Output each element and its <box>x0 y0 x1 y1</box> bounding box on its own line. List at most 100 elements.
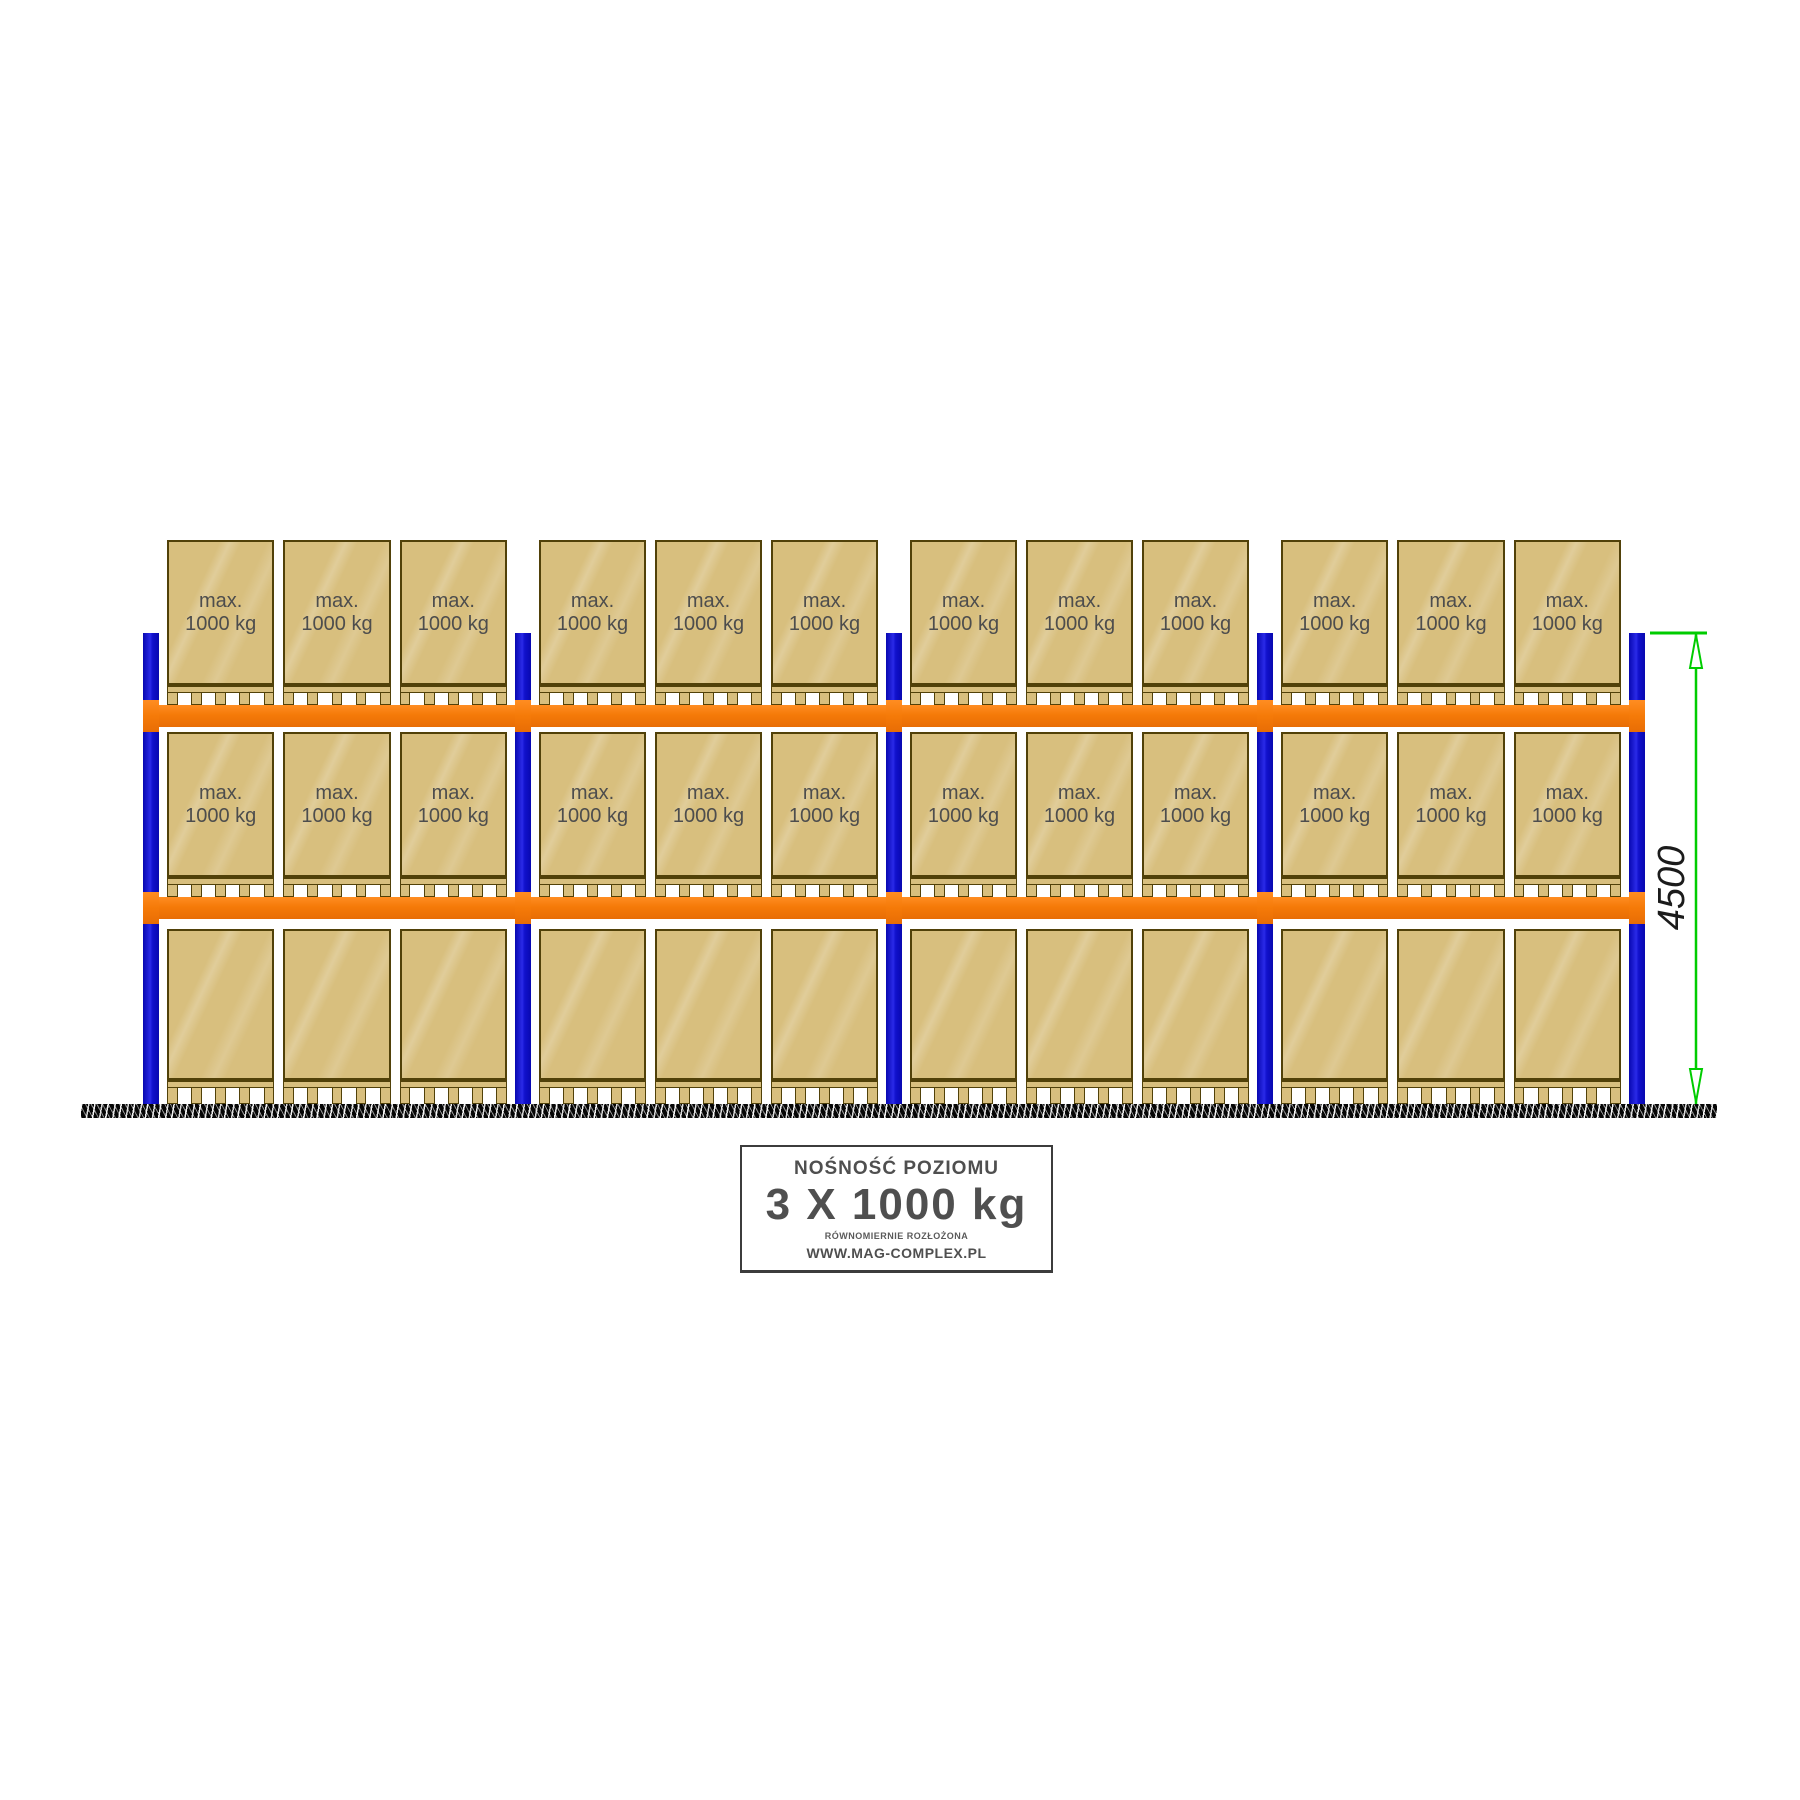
pallet-foot-block <box>472 885 483 897</box>
pallet-foot-block <box>1305 1088 1316 1104</box>
pallet-load-box: max. 1000 kg <box>1281 540 1389 685</box>
pallet-foot-block <box>1050 693 1061 705</box>
pallet-deck <box>1026 1080 1133 1088</box>
pallet-feet <box>655 693 762 705</box>
pallet-foot-block <box>496 693 507 705</box>
pallet-foot-block <box>399 1088 411 1104</box>
pallet-foot-block <box>1142 885 1153 897</box>
dimension-arrow-down <box>1688 1068 1704 1103</box>
pallet-foot-block <box>1214 1088 1225 1104</box>
pallet-foot-block <box>283 885 295 897</box>
pallet-feet <box>1397 885 1505 897</box>
load-label-line2: 1000 kg <box>417 804 489 827</box>
pallet-unit: max. 1000 kg <box>1397 540 1505 705</box>
load-label-line2: 1000 kg <box>1299 612 1371 635</box>
pallet-foot-block <box>1561 1088 1573 1104</box>
pallet-unit: max. 1000 kg <box>1142 540 1249 705</box>
pallet-foot-block <box>447 885 459 897</box>
pallet-load-box: max. 1000 kg <box>1142 732 1249 877</box>
pallet-foot-block <box>1493 693 1505 705</box>
pallet-feet <box>1513 885 1621 897</box>
pallet-load-box: max. 1000 kg <box>167 732 275 877</box>
load-label-line1: max. <box>315 781 359 804</box>
pallet-unit <box>1142 929 1249 1104</box>
pallet-foot-block <box>1513 693 1525 705</box>
pallet-foot-block <box>191 693 202 705</box>
load-label-line1: max. <box>1545 589 1589 612</box>
pallet-feet <box>539 693 646 705</box>
upright-frame-2 <box>515 633 531 1104</box>
pallet-foot-block <box>843 1088 854 1104</box>
pallet-load-box: max. 1000 kg <box>1142 540 1249 685</box>
pallet-deck <box>399 1080 507 1088</box>
pallet-feet <box>1142 693 1249 705</box>
pallet-load-box <box>655 929 762 1080</box>
pallet-load-box <box>1281 929 1389 1080</box>
pallet-unit: max. 1000 kg <box>1281 732 1389 897</box>
pallet-foot-block <box>283 1088 295 1104</box>
bay-3-middle-level: max. 1000 kg max. 1000 kg max. 1000 kg <box>902 732 1257 897</box>
pallet-load-box: max. 1000 kg <box>655 732 762 877</box>
pallet-foot-block <box>496 1088 507 1104</box>
load-label-line1: max. <box>570 781 615 804</box>
pallet-unit: max. 1000 kg <box>399 540 507 705</box>
pallet-foot-block <box>1397 885 1409 897</box>
load-label-line2: 1000 kg <box>1299 804 1371 827</box>
pallet-foot-block <box>1561 693 1573 705</box>
pallet-deck <box>1281 877 1389 885</box>
pallet-feet <box>655 1088 762 1104</box>
pallet-foot-block <box>1493 1088 1505 1104</box>
pallet-foot-block <box>1421 693 1433 705</box>
pallet-foot-block <box>1238 885 1249 897</box>
pallet-feet <box>1026 693 1133 705</box>
pallet-load-box: max. 1000 kg <box>539 540 646 685</box>
load-label-line2: 1000 kg <box>788 612 861 635</box>
pallet-deck <box>910 1080 1017 1088</box>
pallet-deck <box>655 685 762 693</box>
pallet-foot-block <box>447 1088 459 1104</box>
pallet-foot-block <box>1074 693 1085 705</box>
pallet-foot-block <box>1421 1088 1433 1104</box>
load-label-line2: 1000 kg <box>788 804 861 827</box>
load-label-line1: max. <box>941 589 986 612</box>
pallet-foot-block <box>1050 885 1061 897</box>
pallet-foot-block <box>819 885 830 897</box>
load-label-line2: 1000 kg <box>301 804 373 827</box>
pallet-foot-block <box>771 1088 782 1104</box>
bay-1-middle-level: max. 1000 kg max. 1000 kg max. 1000 kg <box>159 732 515 897</box>
pallet-unit <box>167 929 275 1104</box>
pallet-foot-block <box>1513 885 1525 897</box>
pallet-unit: max. 1000 kg <box>1026 540 1133 705</box>
pallet-foot-block <box>307 885 319 897</box>
pallet-foot-block <box>1445 885 1457 897</box>
pallet-foot-block <box>1537 1088 1549 1104</box>
upright-frame-5 <box>1629 633 1645 1104</box>
load-label-line1: max. <box>198 589 243 612</box>
pallet-foot-block <box>819 1088 830 1104</box>
pallet-deck <box>655 877 762 885</box>
pallet-foot-block <box>611 693 622 705</box>
pallet-foot-block <box>239 693 251 705</box>
pallet-unit: max. 1000 kg <box>771 540 878 705</box>
pallet-foot-block <box>355 885 367 897</box>
pallet-foot-block <box>635 885 646 897</box>
load-label-line2: 1000 kg <box>185 612 257 635</box>
pallet-foot-block <box>655 1088 666 1104</box>
bay-1-top-level: max. 1000 kg max. 1000 kg max. 1000 kg <box>159 540 515 705</box>
pallet-foot-block <box>751 1088 762 1104</box>
pallet-feet <box>167 693 275 705</box>
bay-3-top-level: max. 1000 kg max. 1000 kg max. 1000 kg <box>902 540 1257 705</box>
pallet-deck <box>283 1080 391 1088</box>
pallet-feet <box>910 885 1017 897</box>
pallet-foot-block <box>1469 1088 1481 1104</box>
pallet-unit: max. 1000 kg <box>283 540 391 705</box>
load-label-line2: 1000 kg <box>1531 612 1603 635</box>
pallet-foot-block <box>751 693 762 705</box>
pallet-foot-block <box>655 693 666 705</box>
pallet-foot-block <box>910 1088 921 1104</box>
pallet-foot-block <box>379 885 391 897</box>
pallet-foot-block <box>283 693 295 705</box>
pallet-foot-block <box>331 693 343 705</box>
height-dimension-lines <box>1650 631 1707 1104</box>
pallet-foot-block <box>1353 1088 1365 1104</box>
